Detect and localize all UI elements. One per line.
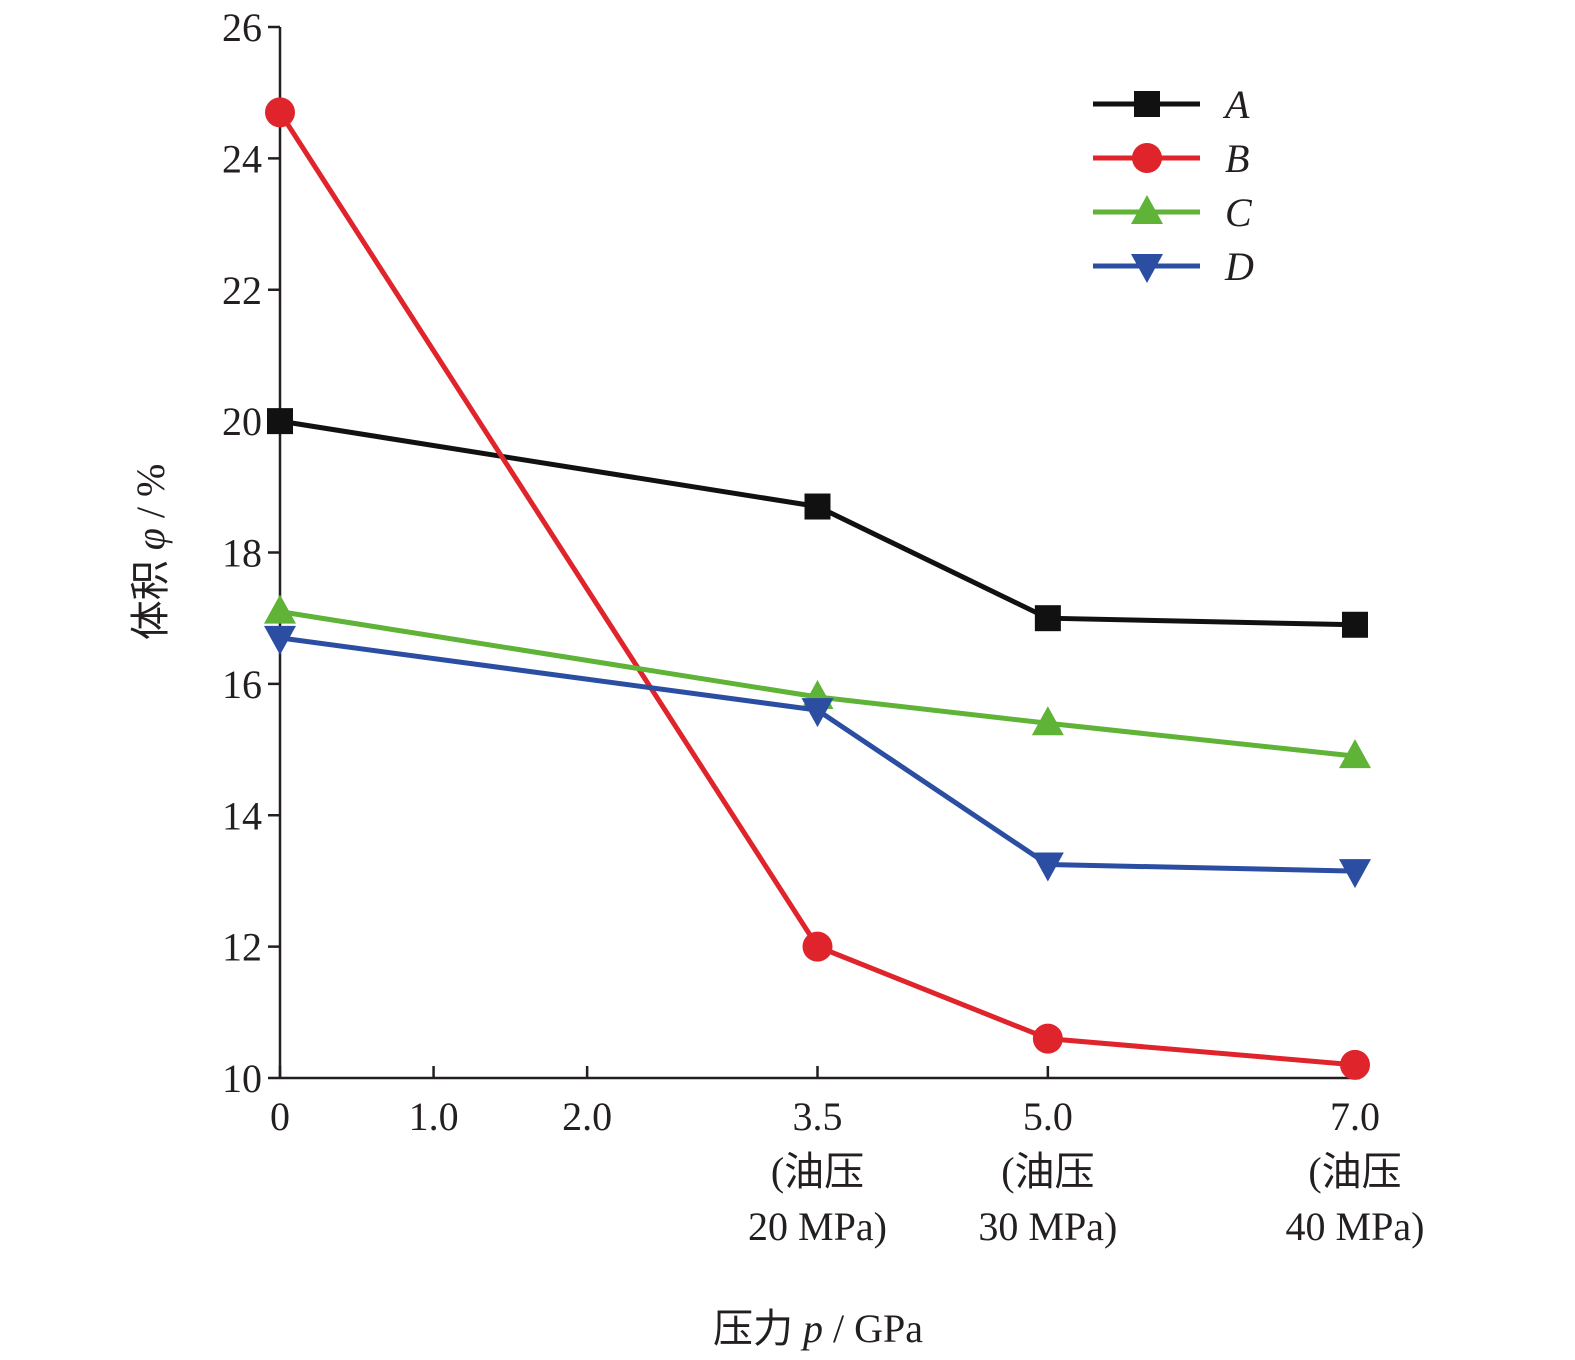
y-axis-label-suffix: / % <box>128 464 173 528</box>
legend-a-marker <box>1134 91 1160 117</box>
legend-b-marker <box>1132 143 1162 173</box>
series-d-point <box>801 698 834 728</box>
x-tick-label: 5.0 (油压 30 MPa) <box>978 1094 1117 1249</box>
y-tick-label: 26 <box>222 5 262 50</box>
y-tick-label: 12 <box>222 925 262 970</box>
y-tick-label: 16 <box>222 662 262 707</box>
series-d-point <box>1339 859 1371 889</box>
series-d-point <box>1031 852 1064 882</box>
x-ticks: 0 1.0 2.0 3.5 (油压 20 MPa) 5.0 (油压 30 MPa) 7.0 (油压 4… <box>270 1066 1424 1249</box>
series-c-point <box>1339 739 1371 769</box>
series-a <box>267 408 1368 638</box>
series-b-point <box>802 931 833 962</box>
x-tick-label: 7.0 (油压 40 MPa) <box>1286 1094 1425 1249</box>
series-d-point <box>264 625 296 655</box>
x-axis-label-suffix: / GPa <box>823 1306 923 1351</box>
x-tick-label-line: (油压 <box>771 1149 864 1194</box>
series-c-point <box>264 594 296 624</box>
x-tick-label: 2.0 <box>562 1094 612 1139</box>
x-tick-label-line: 0 <box>270 1094 290 1139</box>
series-b-point <box>1340 1049 1370 1080</box>
legend-c-label: C <box>1225 190 1253 235</box>
series-c-point <box>1031 706 1064 736</box>
series-c-line <box>279 609 1356 759</box>
x-tick-label-line: 7.0 <box>1330 1094 1380 1139</box>
x-tick-label: 0 <box>270 1094 290 1139</box>
y-axis-label-symbol: φ <box>128 528 173 550</box>
legend-a-label: A <box>1222 82 1250 127</box>
series-d <box>264 625 1371 889</box>
y-tick-label: 14 <box>222 793 262 838</box>
x-axis-label-symbol: p <box>800 1306 823 1351</box>
series-a-point <box>804 493 831 520</box>
series-b <box>265 97 1370 1080</box>
x-tick-label-line: 20 MPa) <box>748 1204 887 1249</box>
x-tick-label-line: 3.5 <box>793 1094 843 1139</box>
series-c <box>264 594 1371 769</box>
legend-d-label: D <box>1224 244 1254 289</box>
x-tick-label-line: 30 MPa) <box>978 1204 1117 1249</box>
x-tick-label-line: 5.0 <box>1023 1094 1073 1139</box>
x-tick-label-line: 1.0 <box>409 1094 459 1139</box>
x-tick-label-line: 40 MPa) <box>1286 1204 1425 1249</box>
series-a-point <box>267 408 293 435</box>
legend-d-marker <box>1131 254 1163 283</box>
series-b-line <box>277 111 1356 1068</box>
series-d-line <box>279 635 1356 874</box>
y-tick-label: 20 <box>222 399 262 444</box>
y-axis-label-prefix: 体积 <box>128 550 173 640</box>
y-axis-label: 体积 φ / % <box>128 464 173 641</box>
legend-b-label: B <box>1225 136 1249 181</box>
y-ticks: 10 12 14 16 18 20 22 24 26 <box>222 5 280 1101</box>
x-axis-label-prefix: 压力 <box>713 1306 803 1351</box>
x-axis-label: 压力 p / GPa <box>713 1306 923 1351</box>
y-tick-label: 18 <box>222 531 262 576</box>
y-tick-label: 10 <box>222 1056 262 1101</box>
series-b-point <box>1032 1023 1063 1054</box>
y-tick-label: 22 <box>222 268 262 313</box>
x-tick-label: 3.5 (油压 20 MPa) <box>748 1094 887 1249</box>
axes <box>278 27 1360 1080</box>
series-b-point <box>265 97 295 128</box>
series-a-point <box>1034 605 1061 632</box>
series-a-point <box>1342 611 1368 638</box>
x-tick-label-line: (油压 <box>1001 1149 1094 1194</box>
x-tick-label-line: 2.0 <box>562 1094 612 1139</box>
x-tick-label-line: (油压 <box>1308 1149 1401 1194</box>
legend-c-marker <box>1131 195 1163 224</box>
y-tick-label: 24 <box>222 136 262 181</box>
series-a-line <box>279 418 1356 628</box>
x-tick-label: 1.0 <box>409 1094 459 1139</box>
series-layer <box>264 97 1371 1080</box>
